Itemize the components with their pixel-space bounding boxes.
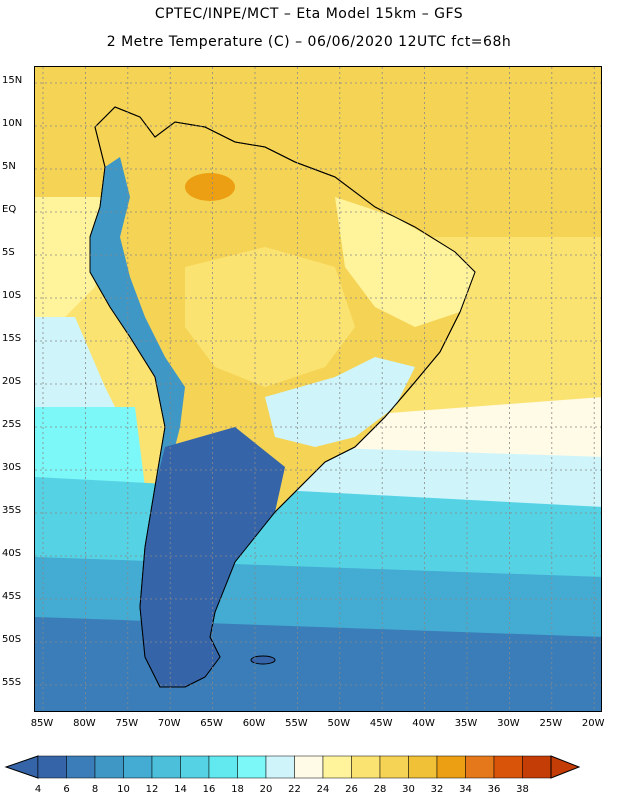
lon-tick-label: 45W	[369, 718, 393, 729]
legend-swatch	[237, 755, 267, 779]
lon-tick-label: 55W	[285, 718, 308, 729]
legend-swatch	[151, 755, 181, 779]
lat-tick-label: 15N	[2, 75, 23, 86]
lon-tick-label: 75W	[115, 718, 139, 729]
legend-swatch	[322, 755, 352, 779]
legend-under-arrow	[4, 755, 39, 779]
land-central	[185, 247, 355, 387]
legend-tick-label: 10	[117, 784, 130, 795]
legend-tick-label: 30	[402, 784, 415, 795]
lon-tick-label: 65W	[200, 718, 223, 729]
lon-tick-label: 25W	[539, 718, 563, 729]
color-legend	[4, 755, 581, 779]
legend-over-arrow	[550, 755, 581, 779]
lat-tick-label: 30S	[2, 462, 22, 473]
legend-tick-label: 28	[373, 784, 387, 795]
lat-tick-label: 5N	[2, 161, 16, 172]
legend-tick-label: 6	[63, 784, 70, 795]
legend-swatch	[379, 755, 409, 779]
lat-tick-label: 40S	[2, 548, 22, 559]
lat-tick-label: 35S	[2, 505, 22, 516]
legend-tick-label: 4	[34, 784, 42, 795]
legend-tick-label: 22	[288, 784, 301, 795]
map-area	[34, 66, 602, 712]
legend-swatch	[265, 755, 295, 779]
lon-tick-label: 50W	[327, 718, 351, 729]
lat-tick-label: 20S	[2, 376, 22, 387]
legend-swatch	[123, 755, 153, 779]
legend-swatch	[408, 755, 438, 779]
lat-tick-label: 25S	[2, 419, 22, 430]
legend-swatch	[493, 755, 523, 779]
lat-tick-label: 50S	[2, 634, 22, 645]
legend-tick-label: 16	[202, 784, 216, 795]
legend-tick-label: 18	[231, 784, 244, 795]
legend-swatch	[37, 755, 67, 779]
legend-swatch	[436, 755, 466, 779]
temperature-field	[35, 67, 601, 711]
land-northeast	[335, 197, 475, 327]
lon-tick-label: 35W	[454, 718, 478, 729]
lat-tick-label: 10N	[2, 118, 23, 129]
lon-tick-label: 60W	[242, 718, 266, 729]
lat-tick-label: 55S	[2, 677, 22, 688]
legend-swatch	[180, 755, 210, 779]
lon-tick-label: 20W	[581, 718, 605, 729]
lat-tick-label: 5S	[2, 247, 15, 258]
legend-tick-label: 8	[91, 784, 99, 795]
map-title: CPTEC/INPE/MCT – Eta Model 15km – GFS	[154, 6, 464, 22]
ocean-pacific-cool	[35, 317, 125, 427]
legend-tick-label: 26	[345, 784, 358, 795]
legend-tick-label: 14	[174, 784, 187, 795]
lat-tick-label: 15S	[2, 333, 22, 344]
lon-tick-label: 85W	[30, 718, 54, 729]
legend-swatch	[465, 755, 495, 779]
legend-swatch	[66, 755, 96, 779]
legend-tick-label: 36	[487, 784, 501, 795]
lon-tick-label: 80W	[73, 718, 96, 729]
legend-swatch	[294, 755, 324, 779]
falkland-islands	[250, 655, 276, 665]
legend-tick-label: 24	[316, 784, 330, 795]
legend-tick-label: 38	[516, 784, 529, 795]
legend-tick-label: 32	[430, 784, 444, 795]
legend-tick-label: 34	[459, 784, 472, 795]
lon-tick-label: 30W	[497, 718, 520, 729]
legend-swatch	[94, 755, 124, 779]
legend-tick-label: 12	[145, 784, 159, 795]
coastline	[89, 106, 476, 688]
legend-swatch	[522, 755, 552, 779]
lat-tick-label: EQ	[2, 204, 17, 215]
lat-tick-label: 10S	[2, 290, 22, 301]
legend-swatch	[208, 755, 238, 779]
legend-tick-label: 20	[259, 784, 273, 795]
lat-tick-label: 45S	[2, 591, 22, 602]
map-subtitle: 2 Metre Temperature (C) – 06/06/2020 12U…	[106, 34, 512, 50]
legend-swatch	[351, 755, 381, 779]
lon-tick-label: 40W	[412, 718, 435, 729]
ocean-pacific-cold	[35, 407, 145, 487]
land-amazon-hotspot	[185, 173, 235, 201]
lon-tick-label: 70W	[157, 718, 181, 729]
